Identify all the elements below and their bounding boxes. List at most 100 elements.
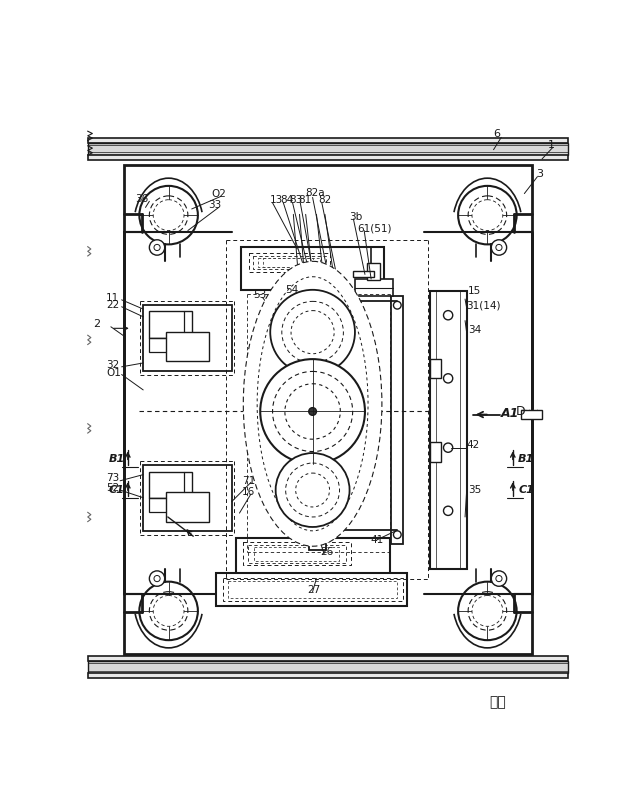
Bar bbox=[88, 138, 568, 143]
Circle shape bbox=[140, 186, 198, 244]
Text: 3b: 3b bbox=[349, 212, 362, 221]
Circle shape bbox=[153, 200, 184, 230]
Circle shape bbox=[166, 607, 172, 614]
Text: 53: 53 bbox=[253, 290, 267, 300]
Circle shape bbox=[154, 244, 160, 251]
Circle shape bbox=[270, 290, 355, 375]
Bar bbox=[429, 291, 467, 569]
Circle shape bbox=[458, 186, 516, 244]
Bar bbox=[308, 529, 326, 550]
Circle shape bbox=[154, 576, 160, 581]
Bar bbox=[241, 247, 384, 290]
Circle shape bbox=[496, 244, 502, 251]
Text: 16: 16 bbox=[242, 487, 255, 496]
Bar bbox=[149, 499, 184, 513]
Circle shape bbox=[394, 531, 401, 539]
Bar bbox=[355, 279, 394, 296]
Bar bbox=[223, 577, 403, 601]
Circle shape bbox=[296, 473, 330, 507]
Bar bbox=[88, 656, 568, 661]
Circle shape bbox=[444, 311, 452, 320]
Circle shape bbox=[444, 506, 452, 516]
Text: 26: 26 bbox=[320, 547, 333, 556]
Text: 41: 41 bbox=[371, 535, 383, 545]
Circle shape bbox=[444, 374, 452, 383]
Ellipse shape bbox=[243, 261, 382, 547]
Text: 31(14): 31(14) bbox=[467, 300, 501, 311]
Circle shape bbox=[285, 463, 340, 517]
Circle shape bbox=[140, 581, 198, 640]
Text: 61(51): 61(51) bbox=[357, 223, 392, 234]
Bar bbox=[88, 143, 568, 155]
Bar bbox=[88, 155, 568, 160]
Text: 34: 34 bbox=[468, 325, 481, 335]
Text: 42: 42 bbox=[467, 440, 480, 450]
Circle shape bbox=[444, 443, 452, 453]
Text: C1: C1 bbox=[109, 485, 124, 495]
Bar bbox=[143, 466, 232, 531]
Text: D: D bbox=[516, 405, 525, 418]
Text: 81: 81 bbox=[298, 195, 311, 204]
Bar bbox=[391, 296, 403, 544]
Circle shape bbox=[285, 384, 340, 440]
Circle shape bbox=[260, 359, 365, 464]
Bar bbox=[248, 545, 346, 563]
Bar bbox=[216, 573, 407, 606]
Circle shape bbox=[153, 595, 184, 626]
Bar bbox=[308, 288, 326, 310]
Text: 54: 54 bbox=[285, 285, 299, 295]
Text: 83: 83 bbox=[289, 195, 303, 204]
Text: 22: 22 bbox=[106, 300, 120, 311]
Text: 71: 71 bbox=[242, 476, 255, 486]
Circle shape bbox=[149, 592, 188, 630]
Text: 27: 27 bbox=[307, 585, 321, 595]
Bar bbox=[88, 673, 568, 678]
Circle shape bbox=[291, 311, 334, 354]
Text: 84: 84 bbox=[280, 195, 294, 204]
Text: 3: 3 bbox=[536, 169, 543, 179]
Bar bbox=[243, 543, 351, 565]
Circle shape bbox=[492, 240, 507, 255]
Text: 82: 82 bbox=[318, 195, 332, 204]
Bar bbox=[263, 258, 314, 268]
Text: 32: 32 bbox=[106, 360, 120, 371]
Bar bbox=[149, 471, 192, 499]
Text: 2: 2 bbox=[93, 320, 100, 329]
Bar bbox=[253, 256, 326, 269]
Circle shape bbox=[468, 196, 507, 234]
Circle shape bbox=[282, 302, 344, 363]
Bar bbox=[353, 271, 374, 277]
Circle shape bbox=[492, 571, 507, 586]
Text: 6: 6 bbox=[493, 129, 500, 139]
Bar bbox=[236, 538, 390, 592]
Text: 13: 13 bbox=[270, 195, 284, 204]
Bar bbox=[149, 311, 192, 338]
Polygon shape bbox=[520, 410, 542, 419]
Bar bbox=[429, 359, 441, 379]
Circle shape bbox=[468, 592, 507, 630]
Circle shape bbox=[394, 302, 401, 309]
Text: 図１: 図１ bbox=[490, 695, 506, 709]
Text: 52: 52 bbox=[106, 483, 120, 493]
Text: C1: C1 bbox=[518, 485, 534, 495]
Circle shape bbox=[273, 371, 353, 452]
Bar bbox=[254, 547, 339, 561]
Circle shape bbox=[496, 576, 502, 581]
Text: 35: 35 bbox=[468, 485, 481, 495]
Text: A1: A1 bbox=[501, 406, 520, 419]
Circle shape bbox=[458, 581, 516, 640]
Circle shape bbox=[308, 408, 316, 415]
Circle shape bbox=[166, 212, 172, 218]
Bar bbox=[143, 305, 232, 371]
Text: O1: O1 bbox=[106, 368, 121, 378]
Bar bbox=[249, 253, 330, 272]
Ellipse shape bbox=[257, 277, 368, 531]
Bar bbox=[124, 165, 532, 654]
Text: B1: B1 bbox=[518, 454, 534, 464]
Circle shape bbox=[472, 595, 503, 626]
Text: B1: B1 bbox=[109, 454, 125, 464]
Text: 1: 1 bbox=[547, 140, 554, 150]
Text: 15: 15 bbox=[468, 286, 481, 296]
Text: 82a: 82a bbox=[305, 188, 324, 198]
Circle shape bbox=[149, 240, 164, 255]
